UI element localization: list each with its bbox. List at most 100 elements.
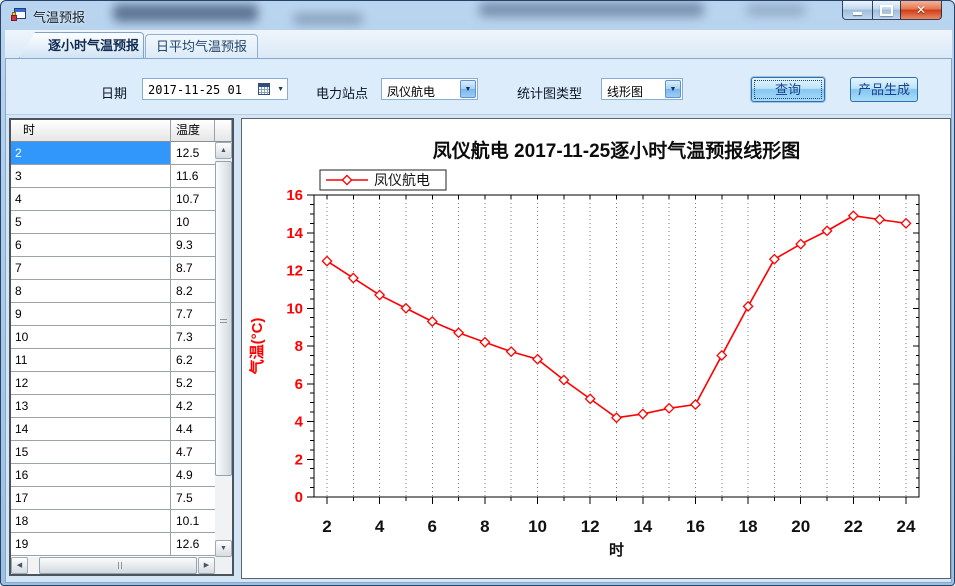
cell-temperature[interactable]: 4.2	[176, 399, 193, 413]
cell-temperature[interactable]: 6.2	[176, 353, 193, 367]
cell-hour[interactable]: 13	[11, 395, 171, 417]
table-row[interactable]: 9 7.7	[11, 303, 215, 326]
scroll-left-button[interactable]: ◀	[11, 557, 28, 574]
svg-text:16: 16	[686, 517, 705, 536]
chevron-down-icon: ▼	[669, 85, 677, 93]
cell-hour[interactable]: 9	[11, 303, 171, 325]
scroll-up-icon: ▲	[220, 147, 227, 154]
cell-temperature[interactable]: 12.5	[176, 146, 200, 160]
vertical-scrollbar-thumb[interactable]	[215, 161, 232, 476]
cell-temperature[interactable]: 8.7	[176, 261, 193, 275]
cell-hour[interactable]: 8	[11, 280, 171, 302]
minimize-button[interactable]	[842, 1, 872, 20]
cell-hour[interactable]: 14	[11, 418, 171, 440]
cell-hour[interactable]: 7	[11, 257, 171, 279]
cell-temperature[interactable]: 4.7	[176, 445, 193, 459]
svg-text:4: 4	[375, 517, 385, 536]
cell-temperature[interactable]: 9.3	[176, 238, 193, 252]
glass-reflection	[746, 4, 806, 16]
cell-hour[interactable]: 11	[11, 349, 171, 371]
scroll-down-button[interactable]: ▼	[215, 540, 232, 557]
query-button[interactable]: 查询	[751, 77, 825, 102]
maximize-button[interactable]	[872, 1, 900, 20]
table-row[interactable]: 13 4.2	[11, 395, 215, 418]
table-row[interactable]: 11 6.2	[11, 349, 215, 372]
cell-hour[interactable]: 5	[11, 211, 171, 233]
cell-hour[interactable]: 19	[11, 533, 171, 555]
cell-temperature[interactable]: 8.2	[176, 284, 193, 298]
svg-text:凤仪航电: 凤仪航电	[374, 172, 430, 188]
svg-text:6: 6	[295, 376, 303, 393]
table-row[interactable]: 4 10.7	[11, 188, 215, 211]
table-row[interactable]: 16 4.9	[11, 464, 215, 487]
tab-daily-average-forecast[interactable]: 日平均气温预报	[145, 34, 258, 58]
scroll-right-button[interactable]: ▶	[198, 557, 215, 574]
cell-hour[interactable]: 4	[11, 188, 171, 210]
chart-type-select[interactable]: 线形图 ▼	[601, 78, 683, 100]
table-row[interactable]: 14 4.4	[11, 418, 215, 441]
cell-temperature[interactable]: 12.6	[176, 537, 200, 551]
svg-text:16: 16	[286, 187, 303, 204]
cell-temperature[interactable]: 4.4	[176, 422, 193, 436]
date-input[interactable]: 2017-11-25 01 ▼	[142, 78, 288, 100]
horizontal-scrollbar[interactable]: ◀ ▶	[11, 557, 215, 574]
cell-hour[interactable]: 18	[11, 510, 171, 532]
svg-text:凤仪航电 2017-11-25逐小时气温预报线形图: 凤仪航电 2017-11-25逐小时气温预报线形图	[433, 139, 800, 162]
table-row[interactable]: 8 8.2	[11, 280, 215, 303]
tab-hourly-forecast[interactable]: 逐小时气温预报	[19, 32, 144, 58]
scroll-up-button[interactable]: ▲	[215, 142, 232, 159]
table-row[interactable]: 6 9.3	[11, 234, 215, 257]
svg-text:12: 12	[581, 517, 600, 536]
cell-temperature[interactable]: 10.1	[176, 514, 200, 528]
cell-hour[interactable]: 15	[11, 441, 171, 463]
table-row[interactable]: 5 10	[11, 211, 215, 234]
table-row[interactable]: 17 7.5	[11, 487, 215, 510]
table-row[interactable]: 12 5.2	[11, 372, 215, 395]
svg-text:14: 14	[286, 225, 303, 242]
cell-hour[interactable]: 6	[11, 234, 171, 256]
cell-temperature[interactable]: 10.7	[176, 192, 200, 206]
cell-temperature[interactable]: 10	[176, 215, 190, 229]
horizontal-scrollbar-thumb[interactable]	[39, 557, 197, 574]
scroll-left-icon: ◀	[16, 562, 23, 569]
cell-hour[interactable]: 16	[11, 464, 171, 486]
table-row[interactable]: 10 7.3	[11, 326, 215, 349]
station-value: 凤仪航电	[387, 85, 436, 99]
chart-panel: 2 4 6 8 10 12 14 16 18 20 22 24 0 2 4 6 8 10 12 14 16 凤仪航电 凤仪航…	[241, 118, 951, 579]
svg-text:12: 12	[286, 263, 303, 280]
table-row[interactable]: 15 4.7	[11, 441, 215, 464]
minimize-icon	[853, 11, 862, 15]
column-header-hour[interactable]: 时	[11, 120, 171, 142]
svg-text:24: 24	[897, 517, 916, 536]
calendar-dropdown-icon[interactable]: ▼	[277, 86, 284, 93]
table-row[interactable]: 7 8.7	[11, 257, 215, 280]
cell-temperature[interactable]: 7.7	[176, 307, 193, 321]
table-row[interactable]: 3 11.6	[11, 165, 215, 188]
cell-temperature[interactable]: 11.6	[176, 169, 199, 183]
chart-type-value: 线形图	[607, 85, 644, 99]
table-row[interactable]: 19 12.6	[11, 533, 215, 556]
cell-temperature[interactable]: 5.2	[176, 376, 193, 390]
calendar-icon[interactable]	[258, 83, 270, 95]
cell-hour[interactable]: 17	[11, 487, 171, 509]
station-dropdown-button[interactable]: ▼	[460, 80, 476, 98]
cell-hour[interactable]: 10	[11, 326, 171, 348]
table-row[interactable]: 2 12.5	[11, 142, 215, 165]
svg-text:0: 0	[295, 489, 303, 506]
cell-hour[interactable]: 12	[11, 372, 171, 394]
cell-temperature[interactable]: 7.3	[176, 330, 193, 344]
column-header-temperature[interactable]: 温度	[171, 120, 215, 142]
chart-type-dropdown-button[interactable]: ▼	[665, 80, 681, 98]
cell-temperature[interactable]: 7.5	[176, 491, 193, 505]
glass-reflection	[293, 13, 363, 25]
station-select[interactable]: 凤仪航电 ▼	[381, 78, 478, 100]
cell-hour[interactable]: 2	[11, 142, 171, 164]
close-button[interactable]: ✕	[900, 1, 942, 20]
cell-hour[interactable]: 3	[11, 165, 171, 187]
scroll-down-icon: ▼	[220, 545, 227, 552]
vertical-scrollbar[interactable]: ▲ ▼	[215, 142, 232, 557]
cell-temperature[interactable]: 4.9	[176, 468, 193, 482]
close-icon: ✕	[915, 3, 927, 17]
table-row[interactable]: 18 10.1	[11, 510, 215, 533]
generate-product-button[interactable]: 产品生成	[850, 77, 918, 102]
